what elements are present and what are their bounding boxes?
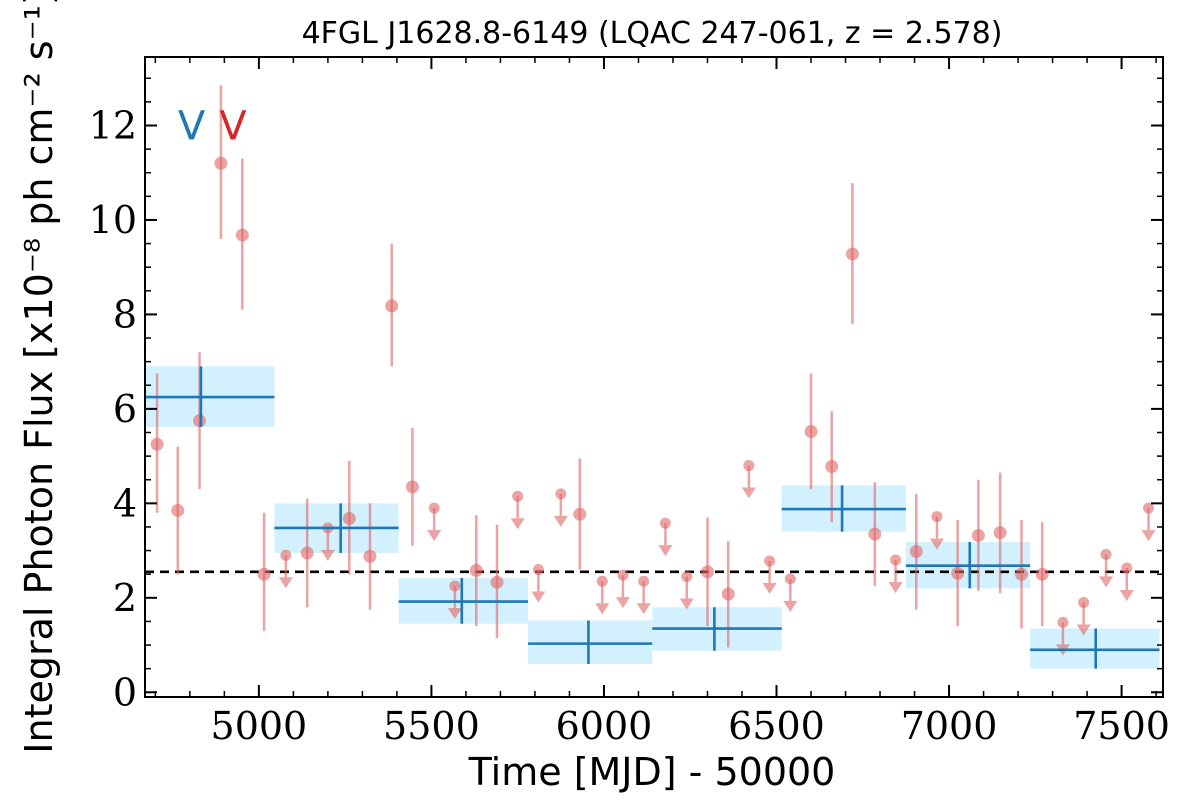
axes-layer xyxy=(144,56,1164,698)
flux-point xyxy=(1015,567,1029,581)
flux-point xyxy=(804,425,818,439)
flux-point xyxy=(721,587,735,601)
x-tick-label: 7000 xyxy=(901,704,998,748)
upper-limit-point xyxy=(596,575,608,587)
upper-limit-point xyxy=(428,502,440,514)
flux-point xyxy=(363,549,377,563)
upper-limit-point xyxy=(784,573,796,585)
upper-limit-point xyxy=(931,511,943,523)
upper-limit-point xyxy=(1057,616,1069,628)
flux-point xyxy=(214,156,228,170)
y-tick-label: 12 xyxy=(89,103,137,147)
upper-limit-point xyxy=(512,490,524,502)
upper-limit-point xyxy=(449,580,461,592)
upper-limit-point xyxy=(1121,562,1133,574)
upper-limit-point xyxy=(1100,548,1112,560)
upper-limit-arrowhead xyxy=(615,597,630,609)
upper-limit-point xyxy=(764,555,776,567)
flux-point xyxy=(909,545,923,559)
y-tick-label: 10 xyxy=(89,198,137,242)
flux-point xyxy=(1035,567,1049,581)
upper-limit-arrowhead xyxy=(278,577,293,589)
y-tick-label: 6 xyxy=(113,387,137,431)
plot-frame xyxy=(144,56,1164,698)
upper-limit-point xyxy=(890,554,902,566)
upper-limit-point xyxy=(743,460,755,472)
flux-point xyxy=(193,414,207,428)
upper-limit-point xyxy=(681,571,693,583)
upper-limit-arrowhead xyxy=(888,582,903,594)
flux-point xyxy=(150,437,164,451)
upper-limit-arrowhead xyxy=(447,608,462,620)
block-band xyxy=(528,620,653,664)
upper-limit-point xyxy=(555,488,567,500)
flux-point xyxy=(405,480,419,494)
upper-limit-arrowhead xyxy=(531,591,546,603)
x-tick-label: 6500 xyxy=(728,704,825,748)
upper-limit-point xyxy=(532,563,544,575)
upper-limit-arrowhead xyxy=(595,603,610,615)
flux-point xyxy=(573,507,587,521)
chart-title: 4FGL J1628.8-6149 (LQAC 247-061, z = 2.5… xyxy=(302,16,1003,51)
upper-limit-arrowhead xyxy=(929,538,944,550)
flux-point xyxy=(385,299,399,313)
flux-point xyxy=(825,460,839,474)
upper-limit-point xyxy=(1078,597,1090,609)
flux-point xyxy=(845,247,859,261)
upper-limit-arrowhead xyxy=(1099,576,1114,588)
event-marker-label: V xyxy=(178,103,206,149)
y-tick-label: 2 xyxy=(113,576,137,620)
x-tick-label: 5500 xyxy=(383,704,480,748)
upper-limit-arrowhead xyxy=(1141,530,1156,542)
upper-limits-layer xyxy=(278,460,1156,656)
upper-limit-arrowhead xyxy=(320,549,335,561)
flux-point xyxy=(235,228,249,242)
flux-point xyxy=(971,528,985,542)
y-axis-label: Integral Photon Flux [x10⁻⁸ ph cm⁻² s⁻¹] xyxy=(17,0,61,754)
flux-point xyxy=(951,566,965,580)
upper-limit-arrowhead xyxy=(679,598,694,610)
flux-point xyxy=(993,526,1007,540)
upper-limit-arrowhead xyxy=(510,518,525,530)
upper-limit-arrowhead xyxy=(762,582,777,594)
data-points-layer xyxy=(150,85,1049,648)
upper-limit-arrowhead xyxy=(553,515,568,527)
flux-point xyxy=(700,565,714,579)
upper-limit-arrowhead xyxy=(1076,624,1091,636)
x-tick-label: 5000 xyxy=(211,704,308,748)
upper-limit-arrowhead xyxy=(783,600,798,612)
upper-limit-arrowhead xyxy=(427,530,442,542)
upper-limit-point xyxy=(659,517,671,529)
flux-point xyxy=(300,546,314,560)
ticks-layer: 5000 5500 6000 6500 7000 7500 0 2 4 6 8 10 12 xyxy=(89,57,1170,748)
flux-point xyxy=(257,567,271,581)
upper-limit-point xyxy=(1143,502,1155,514)
y-tick-label: 4 xyxy=(113,481,137,525)
upper-limit-arrowhead xyxy=(636,603,651,615)
block-lines-layer xyxy=(145,366,1160,669)
flux-point xyxy=(490,575,504,589)
upper-limit-point xyxy=(638,575,650,587)
upper-limit-point xyxy=(617,569,629,581)
flux-point xyxy=(868,527,882,541)
x-tick-label: 7500 xyxy=(1073,704,1170,748)
flux-point xyxy=(469,563,483,577)
event-marker-label: V xyxy=(219,103,247,149)
y-tick-label: 0 xyxy=(113,670,137,714)
flux-point xyxy=(171,503,185,517)
upper-limit-arrowhead xyxy=(741,487,756,499)
upper-limit-arrowhead xyxy=(1119,590,1134,602)
flux-point xyxy=(342,511,356,525)
x-tick-label: 6000 xyxy=(556,704,653,748)
x-axis-label: Time [MJD] - 50000 xyxy=(468,750,836,794)
upper-limit-point xyxy=(280,549,292,561)
y-tick-label: 8 xyxy=(113,292,137,336)
upper-limit-arrowhead xyxy=(658,545,673,557)
